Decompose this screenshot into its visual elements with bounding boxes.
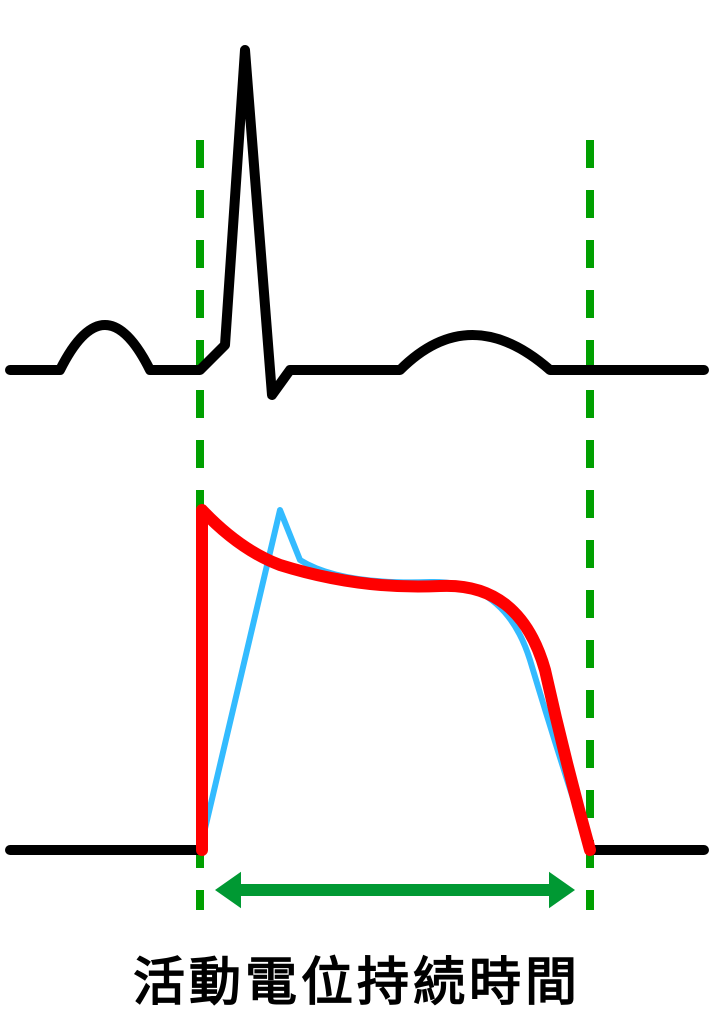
ap-curve-red xyxy=(202,510,590,850)
arrow-head-left xyxy=(215,872,241,908)
arrow-head-right xyxy=(549,872,575,908)
duration-arrow xyxy=(215,872,575,908)
diagram-canvas: 活動電位持続時間 xyxy=(0,0,714,1024)
diagram-svg xyxy=(0,0,714,1024)
caption-text: 活動電位持続時間 xyxy=(0,940,714,1015)
ecg-waveform xyxy=(10,50,704,395)
